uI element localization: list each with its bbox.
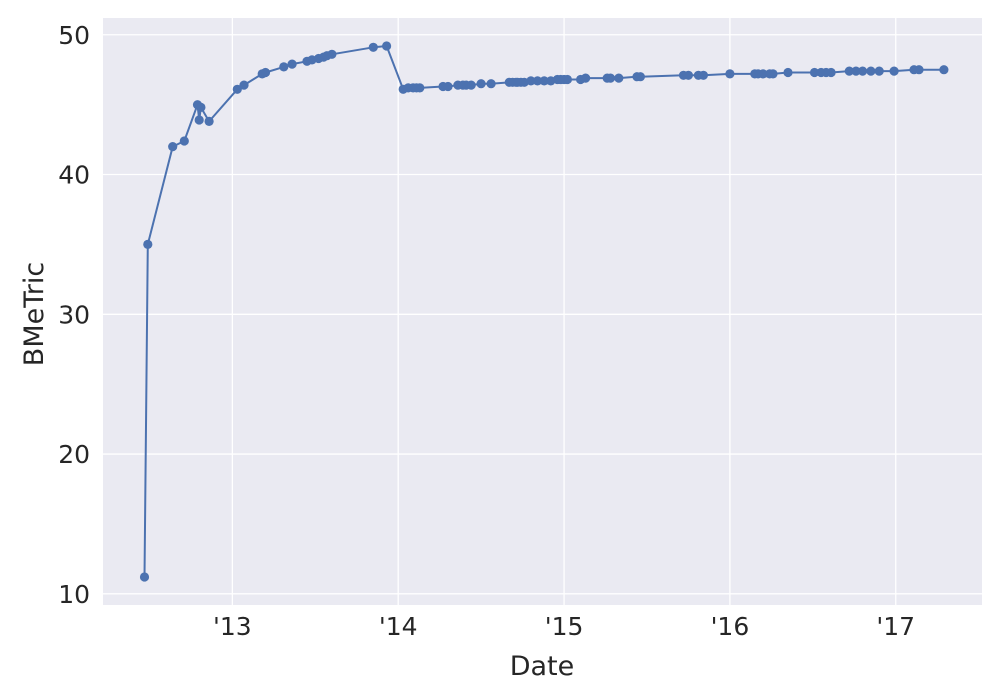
y-tick-label: 10 <box>58 580 90 609</box>
data-point <box>605 73 616 83</box>
data-point <box>526 76 536 86</box>
tick-labels: '13 '14 '15 '16 '17 10 20 30 40 50 <box>58 21 915 641</box>
grid-lines <box>103 18 982 605</box>
data-point <box>287 59 297 69</box>
data-point <box>581 73 591 83</box>
x-tick-label: '16 <box>711 612 750 641</box>
y-tick-label: 20 <box>58 440 90 469</box>
data-point <box>168 142 178 152</box>
data-point <box>260 67 271 78</box>
data-point <box>466 80 476 90</box>
data-point <box>532 76 543 86</box>
data-point <box>368 42 378 52</box>
data-point <box>539 76 549 86</box>
data-point <box>826 67 836 78</box>
data-point <box>939 65 949 75</box>
data-point <box>914 65 924 75</box>
data-point <box>279 62 289 72</box>
data-point <box>443 81 453 92</box>
data-point <box>204 116 214 126</box>
data-point <box>809 67 820 78</box>
data-point <box>844 66 854 76</box>
data-point <box>683 70 694 80</box>
data-point <box>143 239 153 249</box>
data-point <box>783 67 793 78</box>
data-point <box>382 41 392 51</box>
data-point <box>858 66 868 76</box>
data-point <box>196 102 206 112</box>
data-point <box>562 74 573 85</box>
y-tick-label: 30 <box>58 300 90 329</box>
data-point <box>139 572 150 582</box>
x-tick-label: '13 <box>213 612 252 641</box>
data-point <box>239 80 249 90</box>
x-tick-label: '17 <box>876 612 915 641</box>
data-point <box>866 66 876 76</box>
data-point <box>889 66 899 76</box>
series-layer <box>139 41 949 582</box>
data-point <box>635 72 646 82</box>
data-point <box>486 79 496 89</box>
data-point <box>698 70 709 80</box>
data-point <box>614 73 624 83</box>
y-tick-label: 40 <box>58 161 90 190</box>
y-tick-label: 50 <box>58 21 90 50</box>
plot-area <box>103 18 982 605</box>
data-point <box>194 115 204 125</box>
data-point <box>874 66 884 76</box>
data-point <box>768 69 778 79</box>
data-point <box>232 84 242 94</box>
data-point <box>725 69 735 79</box>
data-point <box>758 69 768 79</box>
data-point <box>179 136 189 146</box>
data-point <box>476 79 486 89</box>
y-axis-label: BMeTric <box>19 262 50 366</box>
data-point <box>415 83 425 93</box>
x-tick-label: '15 <box>545 612 584 641</box>
x-tick-label: '14 <box>379 612 418 641</box>
x-axis-label: Date <box>510 651 575 682</box>
data-point <box>851 66 861 76</box>
data-point <box>327 49 337 59</box>
